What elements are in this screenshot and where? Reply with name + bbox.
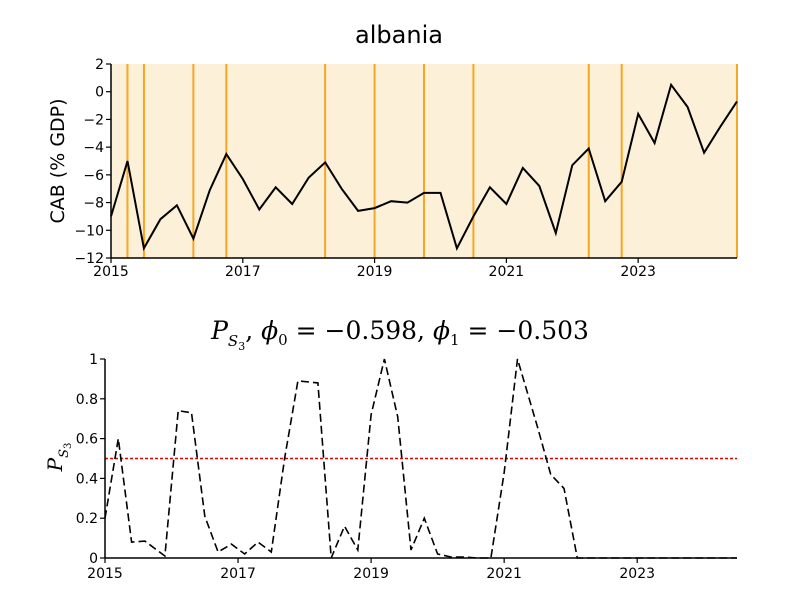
top-panel: albania 2 0 −2 −4 −6 −8 −10 −12 2015 2017 2019 202… [47,21,738,280]
bottom-x-tick-label: 2015 [87,566,123,582]
title-phi0-value: = −0.598, [288,316,433,345]
top-y-tick-label: −8 [83,196,104,212]
bottom-y-ticks: 0 0.2 0.4 0.6 0.8 1 [76,352,105,567]
top-chart-title: albania [355,21,443,49]
title-phi1-value: = −0.503 [460,316,589,345]
top-y-tick-label: −4 [83,140,104,156]
top-x-tick-label: 2019 [357,264,393,280]
ylabel-subsub: 3 [63,443,74,449]
bottom-y-tick-label: 0.6 [76,432,98,448]
title-phi0-sub: 0 [278,331,288,349]
top-y-tick-label: −10 [74,223,104,239]
bottom-y-tick-label: 0.4 [76,471,98,487]
bottom-y-tick-label: 0.2 [76,511,98,527]
title-phi1-sub: 1 [450,331,460,349]
bottom-y-tick-label: 0 [89,551,98,567]
bottom-x-tick-label: 2021 [486,566,522,582]
bottom-y-tick-label: 0.8 [76,392,98,408]
top-x-ticks: 2015 2017 2019 2021 2023 [93,258,656,280]
top-y-ticks: 2 0 −2 −4 −6 −8 −10 −12 [74,57,111,267]
top-y-tick-label: −6 [83,168,104,184]
top-y-tick-label: 0 [95,85,104,101]
bottom-x-tick-label: 2023 [619,566,655,582]
top-x-tick-label: 2021 [489,264,525,280]
title-p-sub: S [228,332,238,350]
bottom-x-ticks: 2015 2017 2019 2021 2023 [87,558,655,582]
top-x-tick-label: 2017 [225,264,261,280]
bottom-chart-title: PS3, ϕ0 = −0.598, ϕ1 = −0.503 [210,316,589,353]
title-p-subsub: 3 [238,340,245,353]
cab-series-line [110,82,738,252]
ylabel-p: P [43,457,67,472]
top-y-tick-label: −12 [74,251,104,267]
title-sep: , [245,316,261,345]
top-y-tick-label: 2 [95,57,104,73]
bottom-x-tick-label: 2019 [353,566,389,582]
top-x-tick-label: 2023 [620,264,656,280]
bottom-y-tick-label: 1 [89,352,98,368]
bottom-x-tick-label: 2017 [220,566,256,582]
top-x-tick-label: 2015 [93,264,129,280]
top-y-tick-label: −2 [83,112,104,128]
bottom-y-axis-label: PS3 [43,443,74,473]
ylabel-sub: S [57,449,72,458]
top-regime-lines [126,64,738,258]
bottom-panel: PS3, ϕ0 = −0.598, ϕ1 = −0.503 00.20.40.6… [43,316,737,582]
probability-series-line [104,358,737,559]
top-y-axis-label: CAB (% GDP) [47,98,69,223]
title-phi1: ϕ [433,316,450,345]
title-phi0: ϕ [261,316,278,345]
title-p-symbol: P [210,316,229,345]
